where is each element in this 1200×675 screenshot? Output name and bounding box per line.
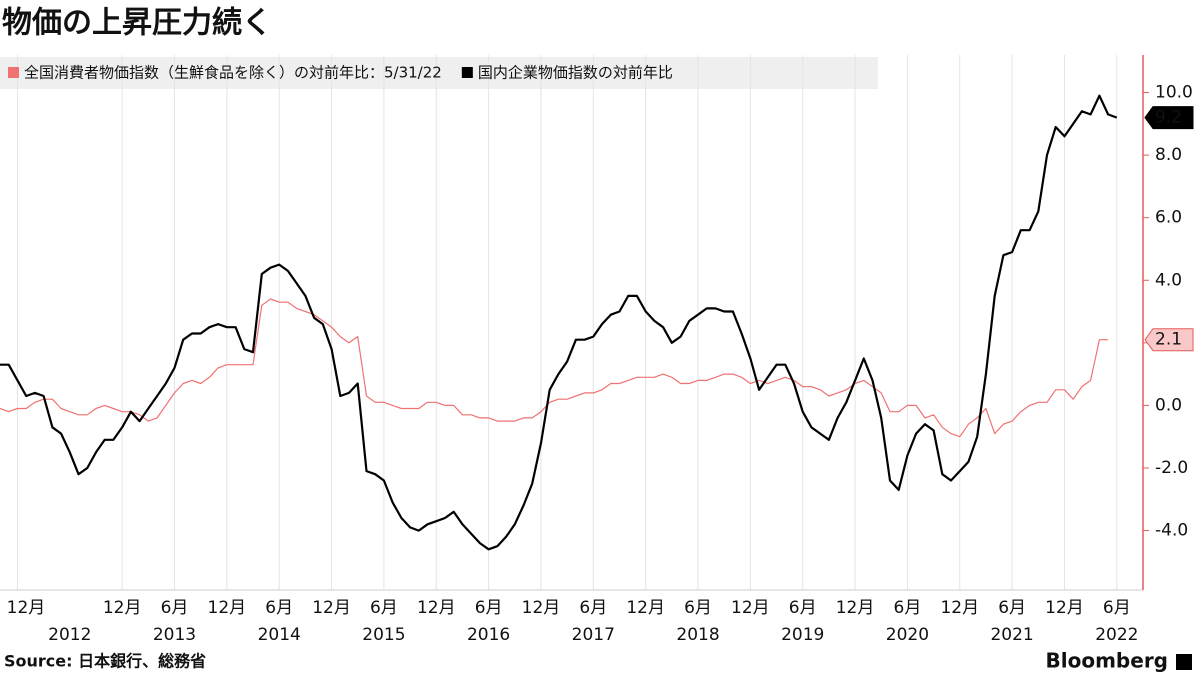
- legend-label: 国内企業物価指数の対前年比: [478, 64, 673, 82]
- legend-swatch: [461, 67, 473, 78]
- x-year-label: 2016: [467, 625, 510, 645]
- x-year-label: 2015: [362, 625, 405, 645]
- x-year-label: 2017: [572, 625, 615, 645]
- x-year-label: 2018: [676, 625, 719, 645]
- y-tick-label: 4.0: [1155, 270, 1182, 290]
- y-tick-label: 10.0: [1155, 83, 1193, 103]
- x-tick-label: 12月: [417, 598, 456, 618]
- x-year-label: 2012: [48, 625, 91, 645]
- x-tick-label: 12月: [522, 598, 561, 618]
- series-line: [0, 298, 1109, 438]
- x-tick-label: 12月: [940, 598, 979, 618]
- x-tick-label: 6月: [579, 598, 607, 618]
- x-year-label: 2020: [886, 625, 929, 645]
- x-year-label: 2013: [153, 625, 196, 645]
- y-tick-label: -2.0: [1155, 458, 1188, 478]
- legend-swatch: [8, 67, 19, 78]
- x-tick-label: 6月: [161, 598, 189, 618]
- x-tick-label: 6月: [370, 598, 398, 618]
- x-tick-label: 6月: [475, 598, 503, 618]
- x-tick-label: 6月: [789, 598, 817, 618]
- last-value-tag: [1144, 106, 1194, 130]
- y-tick-label: -4.0: [1155, 521, 1188, 541]
- x-tick-label: 12月: [626, 598, 665, 618]
- brand: Bloomberg: [1046, 649, 1168, 673]
- x-tick-label: 12月: [103, 598, 142, 618]
- y-tick-label: 6.0: [1155, 208, 1182, 228]
- x-tick-label: 6月: [1103, 598, 1131, 618]
- legend-box: [0, 57, 878, 89]
- x-tick-label: 12月: [312, 598, 351, 618]
- x-year-label: 2014: [258, 625, 301, 645]
- last-value-tag: [1144, 328, 1194, 352]
- x-tick-label: 12月: [836, 598, 875, 618]
- x-year-label: 2022: [1095, 625, 1138, 645]
- y-tick-label: 0.0: [1155, 395, 1182, 415]
- x-tick-label: 6月: [265, 598, 293, 618]
- x-tick-label: 6月: [998, 598, 1026, 618]
- x-year-label: 2019: [781, 625, 824, 645]
- last-value-label: 2.1: [1155, 330, 1182, 350]
- x-tick-label: 6月: [894, 598, 922, 618]
- chart-title: 物価の上昇圧力続く: [2, 6, 272, 41]
- last-value-label: 9.2: [1155, 108, 1182, 128]
- legend-label: 全国消費者物価指数（生鮮食品を除く）の対前年比：5/31/22: [24, 64, 442, 82]
- x-tick-label: 12月: [7, 598, 46, 618]
- brand-icon: [1176, 654, 1192, 670]
- y-tick-label: 8.0: [1155, 145, 1182, 165]
- source: Source: 日本銀行、総務省: [4, 652, 206, 671]
- x-tick-label: 6月: [684, 598, 712, 618]
- x-tick-label: 12月: [1045, 598, 1084, 618]
- series-line: [0, 94, 1118, 551]
- x-year-label: 2021: [990, 625, 1033, 645]
- x-tick-label: 12月: [208, 598, 247, 618]
- x-tick-label: 12月: [731, 598, 770, 618]
